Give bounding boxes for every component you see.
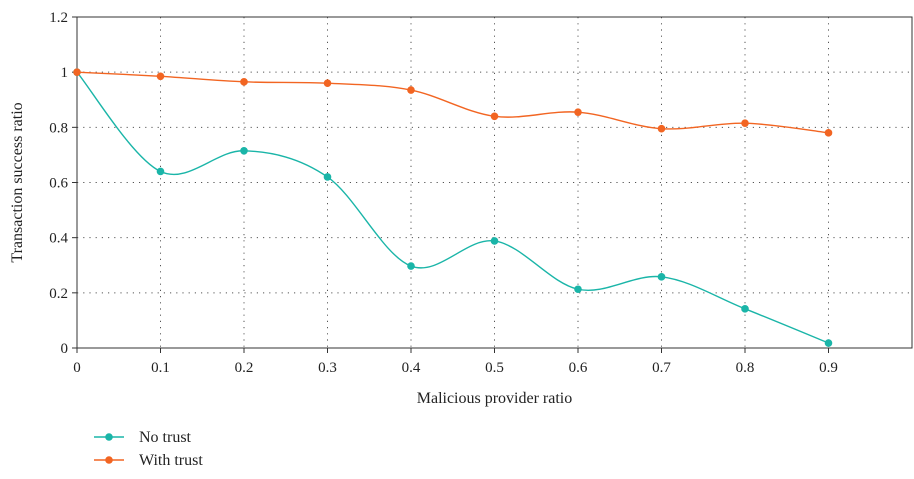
x-tick-label: 0.6 xyxy=(569,360,588,376)
x-tick-label: 0 xyxy=(73,360,81,376)
data-point-no-trust xyxy=(407,262,415,270)
x-tick-label: 0.7 xyxy=(652,360,671,376)
data-point-no-trust xyxy=(240,146,248,155)
data-series xyxy=(73,68,833,347)
data-point-with-trust xyxy=(824,129,833,137)
data-point-with-trust xyxy=(407,86,415,94)
legend-marker-with-trust xyxy=(105,456,113,464)
x-tick-label: 0.8 xyxy=(736,360,755,376)
series-line-with-trust xyxy=(76,71,829,134)
data-point-no-trust xyxy=(741,305,749,313)
grid-lines xyxy=(77,17,912,348)
data-point-no-trust xyxy=(657,273,666,281)
data-point-with-trust xyxy=(741,119,749,127)
x-tick-label: 0.9 xyxy=(819,360,838,376)
x-tick-label: 0.4 xyxy=(402,360,421,376)
data-point-with-trust xyxy=(574,108,582,116)
data-point-with-trust xyxy=(240,78,248,86)
data-point-with-trust xyxy=(323,79,332,87)
legend: No trust With trust xyxy=(94,429,203,469)
x-axis-label: Malicious provider ratio xyxy=(417,390,573,407)
x-tick-label: 0.5 xyxy=(485,360,504,376)
y-tick-label: 0.6 xyxy=(49,176,68,192)
data-point-no-trust xyxy=(490,237,499,245)
data-point-no-trust xyxy=(323,173,332,181)
y-axis-tick-labels: 0 0.2 0.4 0.6 0.8 1 1.2 xyxy=(49,10,77,357)
x-tick-label: 0.1 xyxy=(151,360,170,376)
y-tick-label: 0.2 xyxy=(49,286,68,302)
y-tick-label: 0.4 xyxy=(49,231,68,247)
series-line-no-trust xyxy=(76,71,829,344)
data-point-with-trust xyxy=(490,112,499,121)
legend-marker-no-trust xyxy=(105,433,113,441)
x-tick-label: 0.2 xyxy=(235,360,254,376)
legend-label-no-trust: No trust xyxy=(139,429,192,446)
data-point-no-trust xyxy=(574,285,582,294)
x-tick-label: 0.3 xyxy=(318,360,337,376)
data-point-no-trust xyxy=(156,167,165,176)
data-point-with-trust xyxy=(73,68,81,76)
x-axis-tick-labels: 0 0.1 0.2 0.3 0.4 0.5 0.6 0.7 0.8 0.9 xyxy=(73,348,838,376)
data-point-with-trust xyxy=(657,124,666,133)
data-point-with-trust xyxy=(156,72,165,81)
data-point-no-trust xyxy=(824,339,833,347)
y-axis-label: Transaction success ratio xyxy=(9,102,26,262)
y-tick-label: 0 xyxy=(61,341,69,357)
y-tick-label: 1 xyxy=(61,65,69,81)
y-tick-label: 1.2 xyxy=(49,10,68,26)
y-tick-label: 0.8 xyxy=(49,120,68,136)
legend-label-with-trust: With trust xyxy=(139,452,203,469)
